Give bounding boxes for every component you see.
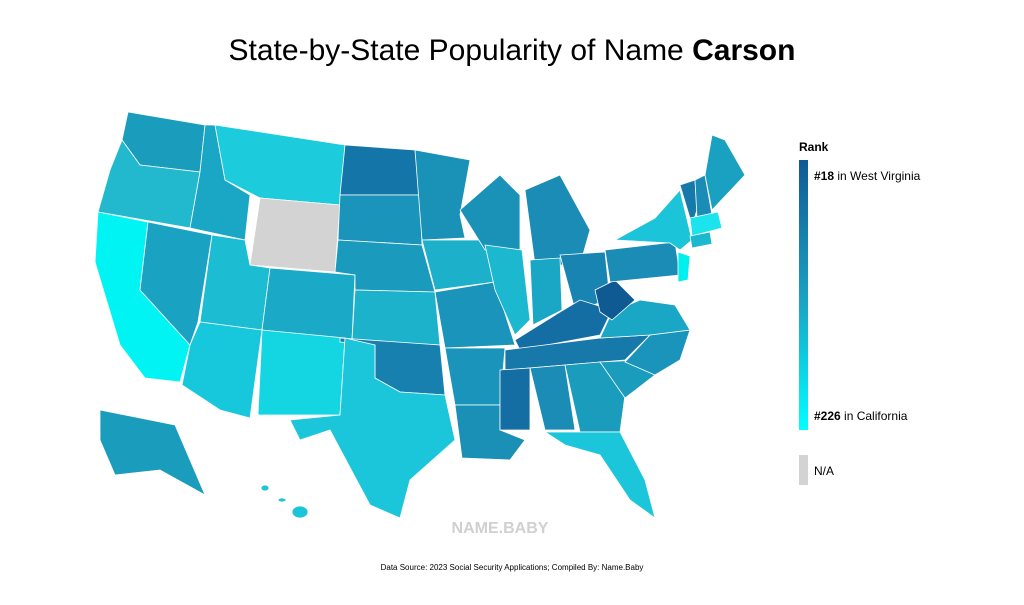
- legend-bottom-text: in California: [844, 409, 908, 423]
- state: [529, 364, 576, 431]
- legend-title: Rank: [799, 140, 829, 154]
- legend-top: #18 in West Virginia: [814, 169, 921, 183]
- state: [613, 189, 693, 251]
- legend-na: N/A: [814, 464, 834, 478]
- legend-bottom: #226 in California: [814, 409, 908, 423]
- state: [459, 174, 521, 251]
- legend-bottom-rank: #226: [814, 409, 841, 423]
- state: [689, 211, 723, 237]
- state: [291, 505, 309, 519]
- state: [337, 194, 423, 246]
- state: [257, 329, 346, 416]
- state: [277, 497, 287, 503]
- state: [499, 367, 531, 431]
- state: [564, 361, 626, 433]
- state: [524, 174, 591, 266]
- state: [434, 281, 516, 349]
- source: Data Source: 2023 Social Security Applic…: [381, 563, 644, 572]
- state: [543, 431, 656, 519]
- state: [139, 221, 213, 346]
- watermark: NAME.BABY: [452, 520, 549, 537]
- legend-gradient: [799, 160, 808, 430]
- state: [260, 484, 270, 492]
- us-map: [94, 111, 746, 519]
- legend-top-text: in West Virginia: [837, 169, 920, 183]
- state: [484, 244, 531, 336]
- state: [624, 329, 691, 376]
- legend-top-rank: #18: [814, 169, 834, 183]
- state: [351, 289, 441, 346]
- title-name: Carson: [692, 34, 795, 67]
- state: [99, 409, 206, 496]
- state: [261, 267, 356, 341]
- state: [339, 144, 421, 196]
- state-na: [249, 197, 341, 273]
- state: [604, 241, 681, 283]
- title: State-by-State Popularity of Name Carson: [229, 34, 796, 67]
- state: [444, 347, 506, 406]
- state: [677, 251, 691, 283]
- legend-na-swatch: [799, 455, 808, 485]
- state: [289, 337, 456, 519]
- state: [704, 134, 746, 211]
- state: [504, 334, 652, 371]
- state: [529, 257, 563, 326]
- state: [689, 231, 713, 249]
- state: [414, 149, 471, 241]
- state: [181, 321, 263, 419]
- title-text: State-by-State Popularity of Name: [229, 34, 684, 67]
